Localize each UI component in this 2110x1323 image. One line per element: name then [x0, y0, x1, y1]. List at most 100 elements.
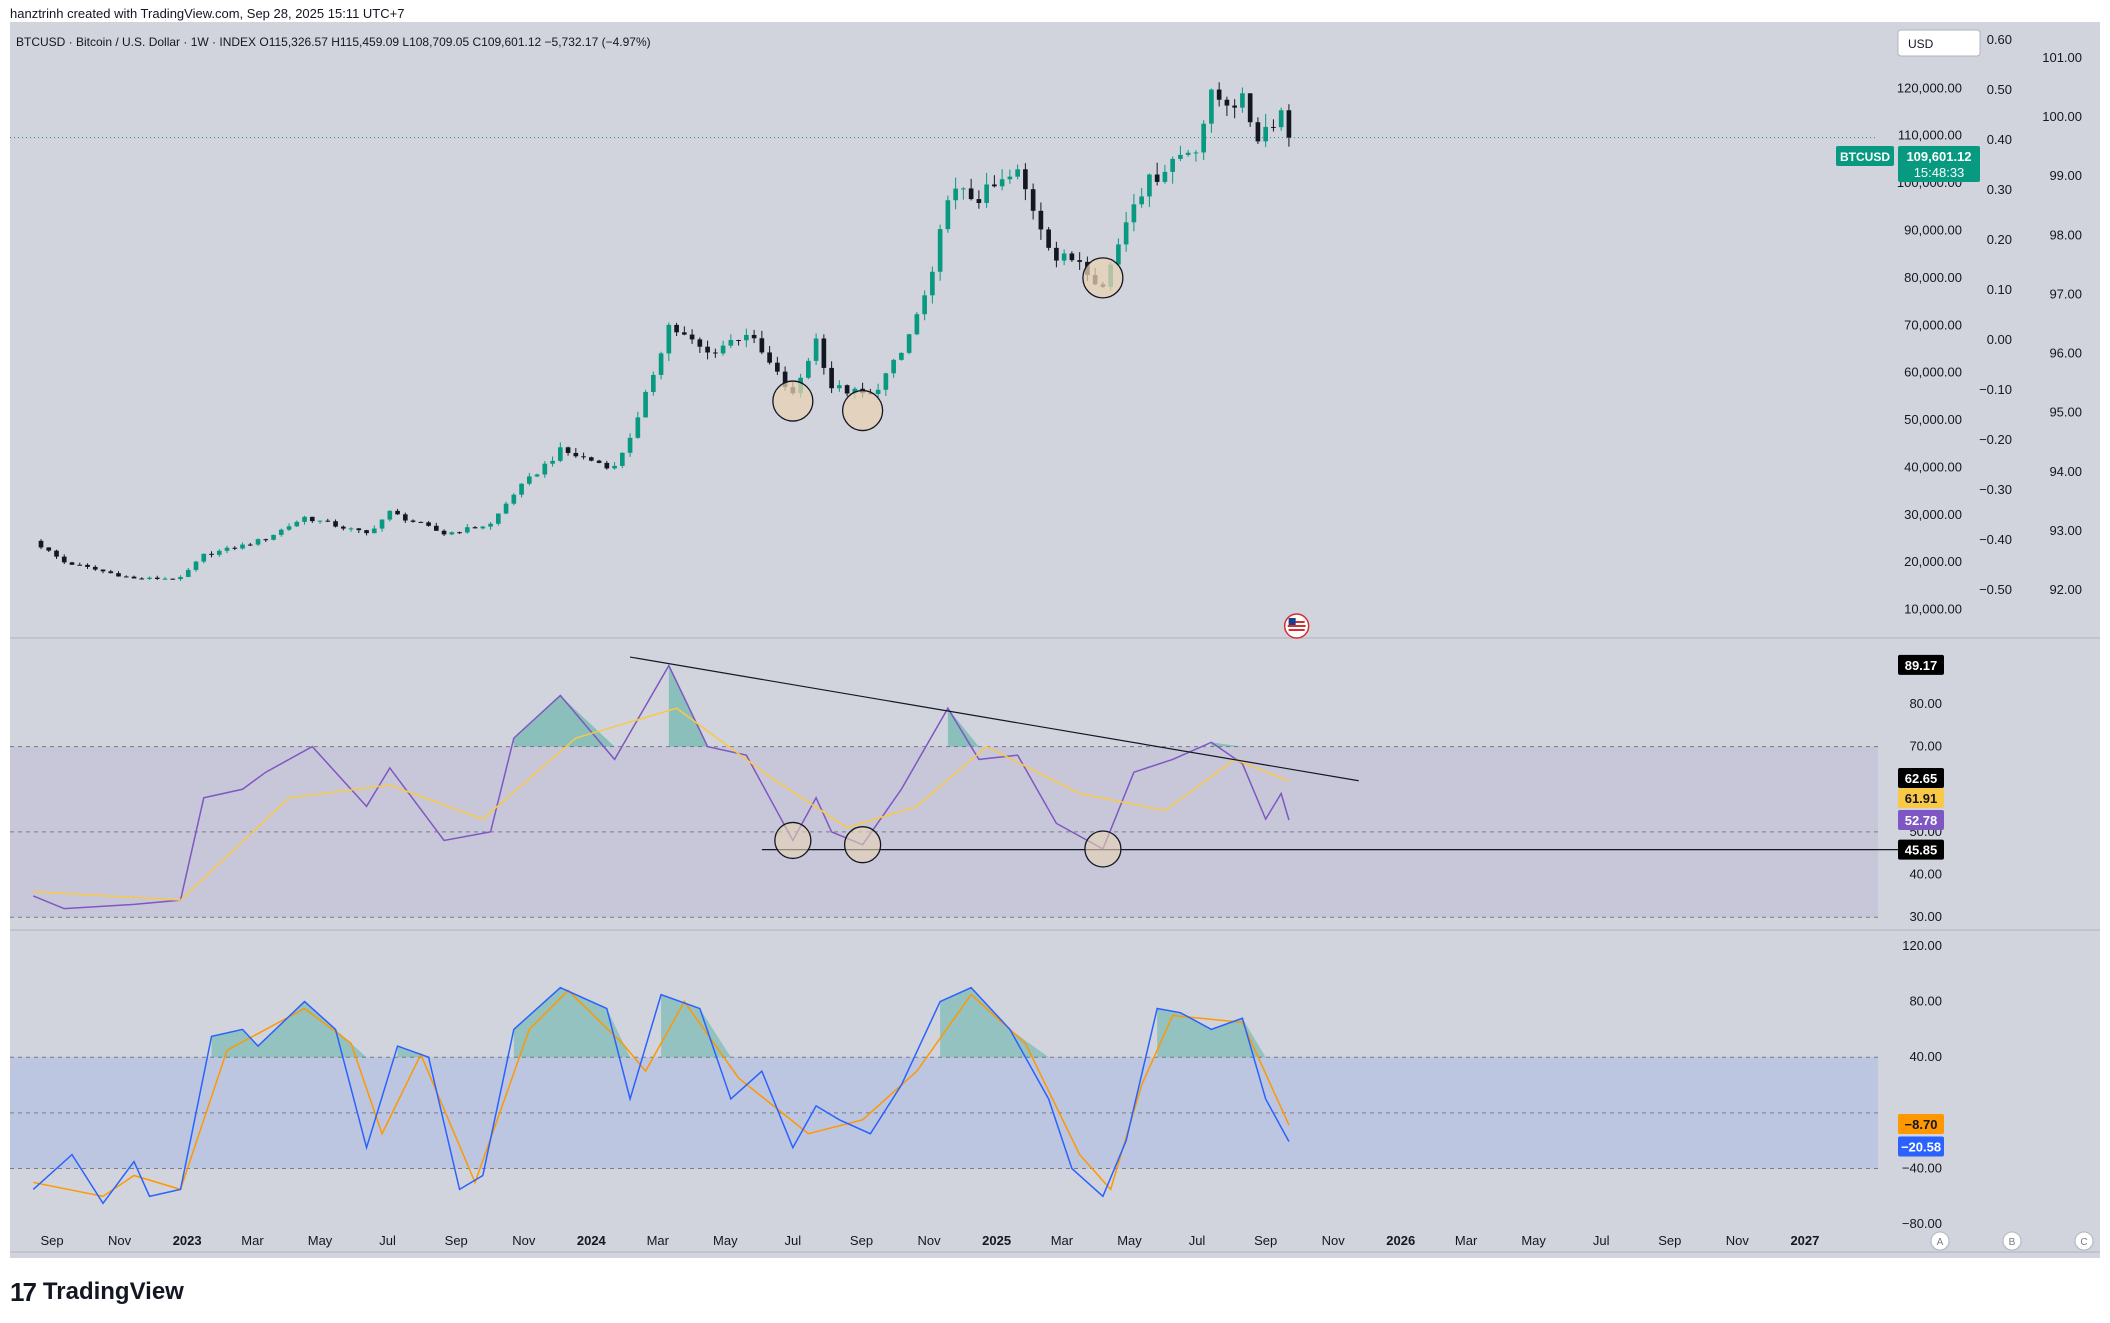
candle	[147, 576, 152, 581]
candle	[108, 569, 114, 574]
candle	[651, 371, 656, 396]
candle-body	[612, 465, 617, 469]
overlay-tick-label: 92.00	[2049, 582, 2082, 597]
overlay-tick-label: −0.30	[1979, 482, 2012, 497]
candle	[170, 578, 176, 580]
candle-body	[914, 314, 920, 335]
candle-body	[1278, 110, 1284, 128]
overlay-axis-1[interactable]: 0.60 0.50 0.40 0.30 0.20 0.10 0.00 −0.10 −0.20 −0…	[1979, 32, 2012, 597]
highlight-circle[interactable]	[772, 380, 814, 422]
candle	[278, 528, 284, 537]
stoch-axis[interactable]: 120.00 80.00 40.00 −40.00 −80.00 −8.70 −20.58	[1898, 938, 1944, 1231]
candle	[340, 525, 346, 531]
candle	[953, 177, 958, 210]
rsi-line[interactable]	[32, 663, 1290, 910]
rsi-tick-label: 30.00	[1909, 909, 1942, 924]
stoch-tick-label: −80.00	[1902, 1216, 1942, 1231]
candle	[968, 178, 974, 201]
scale-button[interactable]	[1930, 1231, 1950, 1251]
price-pane[interactable]	[10, 82, 1878, 639]
candle-body	[1038, 210, 1044, 230]
highlight-circle[interactable]	[1082, 257, 1124, 299]
highlight-circle[interactable]	[841, 389, 884, 432]
candle-body	[1069, 253, 1075, 261]
candle-body	[837, 385, 842, 389]
candle	[61, 554, 67, 565]
rsi-pane[interactable]	[10, 656, 1898, 918]
tradingview-logo[interactable]: 17 TradingView	[10, 1276, 184, 1308]
symbol-badge-text: BTCUSD	[1840, 150, 1890, 164]
scale-buttons[interactable]: A B C	[1930, 1231, 2094, 1251]
time-tick-label: Mar	[1455, 1233, 1478, 1248]
candle	[635, 411, 641, 439]
candle-body	[1224, 99, 1230, 106]
overlay-axis-2[interactable]: 101.00 100.00 99.00 98.00 97.00 96.00 95.00 94.…	[2042, 50, 2082, 597]
time-tick-label: Nov	[1322, 1233, 1346, 1248]
candle-body	[937, 229, 943, 272]
candle-body	[945, 200, 951, 230]
stoch-k-line[interactable]	[32, 986, 1290, 1205]
candle-body	[379, 519, 385, 529]
overlay-tick-label: 99.00	[2049, 168, 2082, 183]
candle-body	[821, 338, 827, 368]
rsi-support-badge: 45.85	[1898, 839, 1944, 860]
candle-body	[697, 339, 703, 347]
rsi-high-badge-text: 89.17	[1905, 658, 1938, 673]
candle-body	[433, 525, 439, 531]
candle-body	[1247, 93, 1253, 123]
candle-body	[557, 447, 563, 461]
candle-body	[402, 514, 408, 521]
time-tick-label: 2026	[1386, 1233, 1415, 1248]
rsi-tick-label: 40.00	[1909, 867, 1942, 882]
candle	[247, 542, 253, 547]
candle-body	[224, 547, 230, 551]
candle	[1247, 93, 1253, 127]
stoch-pane[interactable]	[10, 986, 1878, 1205]
price-tick-label: 90,000.00	[1904, 222, 1962, 237]
stoch-d-line[interactable]	[33, 989, 1290, 1198]
candle	[1123, 211, 1129, 252]
rsi-axis[interactable]: 80.0070.0050.0040.0030.0089.1762.6561.91…	[1898, 654, 1944, 924]
candle-body	[46, 547, 52, 551]
scale-button[interactable]	[2002, 1231, 2022, 1251]
candle	[395, 508, 400, 515]
candle	[705, 340, 710, 360]
rsi-ma-line[interactable]	[33, 707, 1290, 901]
currency-button[interactable]: USD	[1897, 29, 1981, 57]
candle-body	[720, 345, 726, 354]
rsi-trendline[interactable]	[629, 656, 1359, 782]
candle	[1178, 145, 1183, 162]
candle	[232, 546, 238, 551]
highlight-circle[interactable]	[774, 821, 812, 860]
candle-body	[961, 188, 966, 190]
candle-body	[1147, 174, 1152, 197]
candle	[139, 577, 145, 580]
symbol-legend-text: BTCUSD · Bitcoin / U.S. Dollar · 1W · IN…	[16, 35, 651, 49]
highlight-circle[interactable]	[843, 826, 882, 864]
candle-body	[426, 522, 431, 526]
time-axis[interactable]: Sep Nov 2023 Mar May Jul Sep Nov 2024 Mar May Jul Se…	[41, 1233, 1820, 1248]
candle	[813, 333, 819, 366]
candle-body	[302, 516, 307, 522]
scale-button[interactable]	[2074, 1231, 2094, 1251]
candle-body	[829, 367, 834, 389]
candle	[178, 575, 183, 581]
candle-body	[100, 569, 106, 572]
time-tick-label: Nov	[917, 1233, 941, 1248]
time-tick-label: Sep	[1658, 1233, 1681, 1248]
candle	[154, 575, 160, 581]
candle	[1023, 163, 1028, 201]
candle-body	[449, 532, 455, 535]
candle	[720, 340, 726, 356]
candle-body	[464, 527, 470, 533]
rsi-ma-badge: 61.91	[1898, 787, 1944, 808]
candle-body	[154, 577, 160, 579]
candle	[85, 563, 90, 569]
candle-body	[38, 540, 44, 548]
candle	[488, 521, 493, 530]
highlight-circle[interactable]	[1084, 830, 1122, 868]
candle	[674, 322, 679, 336]
candle	[1046, 227, 1051, 251]
candle	[976, 190, 982, 209]
